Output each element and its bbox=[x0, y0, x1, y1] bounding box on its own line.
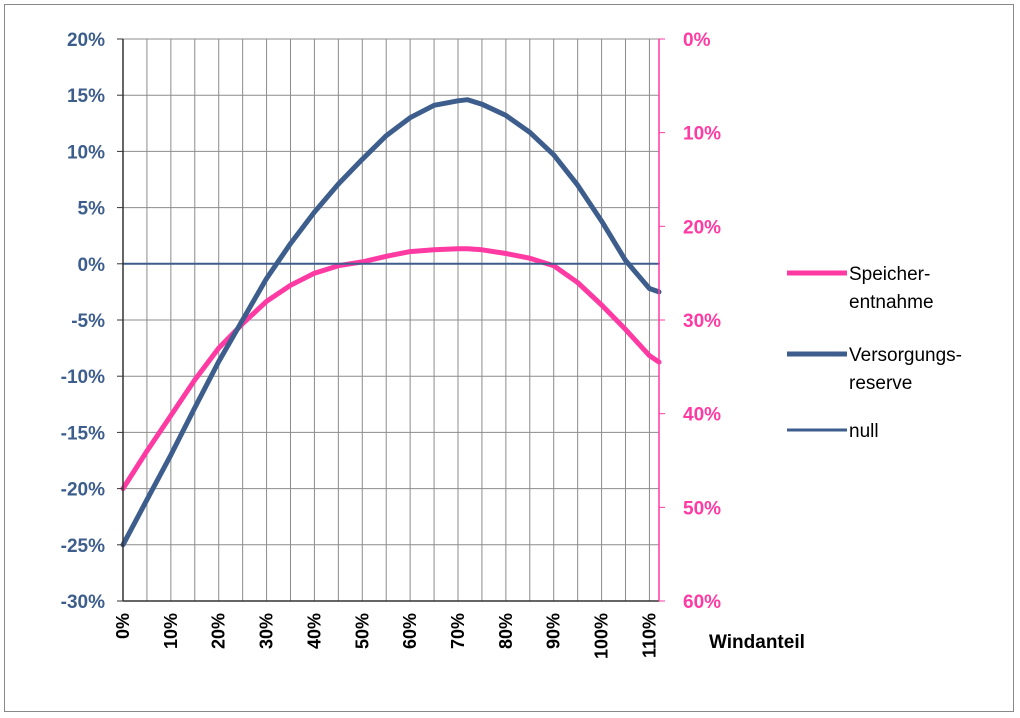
left-tick-label: 0% bbox=[78, 255, 106, 276]
left-tick-label: -30% bbox=[61, 592, 105, 613]
x-tick-label: 20% bbox=[209, 613, 229, 649]
x-tick-label: 70% bbox=[448, 613, 468, 649]
left-tick-label: -20% bbox=[61, 480, 105, 501]
line-chart: 20% 15% 10% 5% 0% -5% -10% -15% -20% -25% -30% 0% 1… bbox=[61, 30, 962, 659]
legend-label: reserve bbox=[849, 373, 912, 394]
axes bbox=[117, 38, 665, 602]
legend-label: null bbox=[849, 421, 879, 442]
right-tick-label: 10% bbox=[683, 124, 721, 145]
x-axis-ticks: 0% 10% 20% 30% 40% 50% 60% 70% 80% 90% 100% 110% bbox=[113, 613, 659, 659]
right-tick-label: 0% bbox=[683, 30, 711, 51]
left-tick-label: -10% bbox=[61, 367, 105, 388]
left-tick-label: 15% bbox=[67, 86, 105, 107]
x-tick-label: 80% bbox=[496, 613, 516, 649]
right-tick-label: 20% bbox=[683, 217, 721, 238]
x-tick-label: 90% bbox=[544, 613, 564, 649]
x-tick-label: 10% bbox=[161, 613, 181, 649]
legend-label: Speicher- bbox=[849, 264, 930, 285]
x-tick-label: 30% bbox=[257, 613, 277, 649]
x-tick-label: 0% bbox=[113, 613, 133, 639]
left-tick-label: -15% bbox=[61, 423, 105, 444]
right-tick-label: 40% bbox=[683, 405, 721, 426]
legend-label: entnahme bbox=[849, 292, 934, 313]
left-tick-label: -25% bbox=[61, 536, 105, 557]
legend: Speicher-entnahme Versorgungs-reserve null bbox=[787, 264, 962, 442]
x-tick-label: 50% bbox=[352, 613, 372, 649]
right-tick-label: 50% bbox=[683, 498, 721, 519]
grid bbox=[122, 38, 660, 602]
left-tick-label: 5% bbox=[78, 199, 106, 220]
right-axis-ticks: 0% 10% 20% 30% 40% 50% 60% bbox=[683, 30, 721, 613]
right-tick-label: 30% bbox=[683, 311, 721, 332]
x-tick-label: 40% bbox=[304, 613, 324, 649]
left-tick-label: 10% bbox=[67, 142, 105, 163]
x-tick-label: 110% bbox=[639, 613, 659, 658]
series-line bbox=[120, 246, 662, 492]
left-axis-ticks: 20% 15% 10% 5% 0% -5% -10% -15% -20% -25% -30% bbox=[61, 30, 105, 613]
series-line bbox=[120, 97, 662, 548]
left-tick-label: 20% bbox=[67, 30, 105, 51]
x-axis-label: Windanteil bbox=[709, 632, 805, 653]
right-tick-label: 60% bbox=[683, 592, 721, 613]
legend-label: Versorgungs- bbox=[849, 345, 962, 366]
chart-frame: 20% 15% 10% 5% 0% -5% -10% -15% -20% -25% -30% 0% 1… bbox=[4, 4, 1014, 712]
x-tick-label: 60% bbox=[400, 613, 420, 649]
series-lines bbox=[120, 97, 662, 548]
left-tick-label: -5% bbox=[71, 311, 105, 332]
x-tick-label: 100% bbox=[592, 613, 612, 659]
